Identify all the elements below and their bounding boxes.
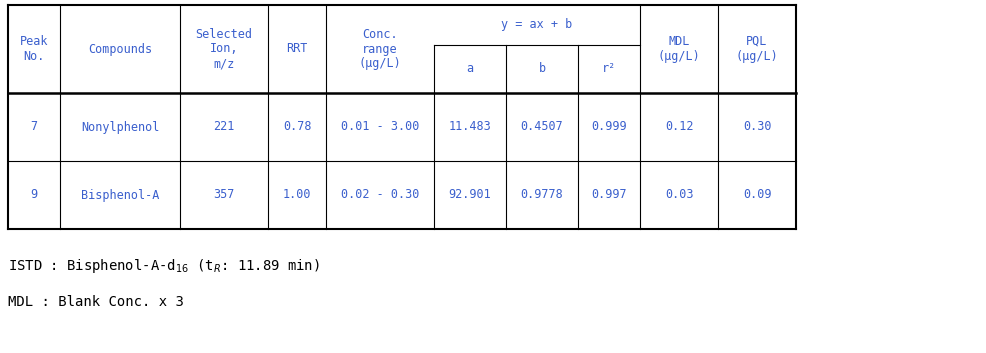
Text: 0.9778: 0.9778: [521, 189, 563, 202]
Text: 0.02 - 0.30: 0.02 - 0.30: [341, 189, 419, 202]
Text: Nonylphenol: Nonylphenol: [81, 120, 159, 133]
Text: r²: r²: [601, 62, 616, 75]
Text: 11.483: 11.483: [449, 120, 491, 133]
Text: 221: 221: [213, 120, 235, 133]
Text: 92.901: 92.901: [449, 189, 491, 202]
Text: 0.03: 0.03: [665, 189, 693, 202]
Text: Conc.
range
(μg/L): Conc. range (μg/L): [359, 28, 401, 71]
Text: 0.09: 0.09: [742, 189, 771, 202]
Text: Peak
No.: Peak No.: [20, 35, 48, 63]
Text: MDL
(μg/L): MDL (μg/L): [658, 35, 700, 63]
Text: 7: 7: [31, 120, 37, 133]
Text: RRT: RRT: [286, 42, 308, 55]
Text: b: b: [538, 62, 545, 75]
Text: a: a: [466, 62, 473, 75]
Text: 9: 9: [31, 189, 37, 202]
Text: 0.12: 0.12: [665, 120, 693, 133]
Text: 0.997: 0.997: [592, 189, 627, 202]
Text: Compounds: Compounds: [88, 42, 152, 55]
Text: 0.78: 0.78: [283, 120, 312, 133]
Text: 1.00: 1.00: [283, 189, 312, 202]
Text: y = ax + b: y = ax + b: [501, 18, 573, 31]
Text: 357: 357: [213, 189, 235, 202]
Text: Bisphenol-A: Bisphenol-A: [81, 189, 159, 202]
Text: 0.4507: 0.4507: [521, 120, 563, 133]
Text: 0.01 - 3.00: 0.01 - 3.00: [341, 120, 419, 133]
Text: 0.30: 0.30: [742, 120, 771, 133]
Text: ISTD : Bisphenol-A-d$_{16}$ (t$_R$: 11.89 min): ISTD : Bisphenol-A-d$_{16}$ (t$_R$: 11.8…: [8, 257, 319, 275]
Text: 0.999: 0.999: [592, 120, 627, 133]
Text: PQL
(μg/L): PQL (μg/L): [736, 35, 778, 63]
Text: MDL : Blank Conc. x 3: MDL : Blank Conc. x 3: [8, 295, 183, 309]
Text: Selected
Ion,
m/z: Selected Ion, m/z: [195, 28, 252, 71]
